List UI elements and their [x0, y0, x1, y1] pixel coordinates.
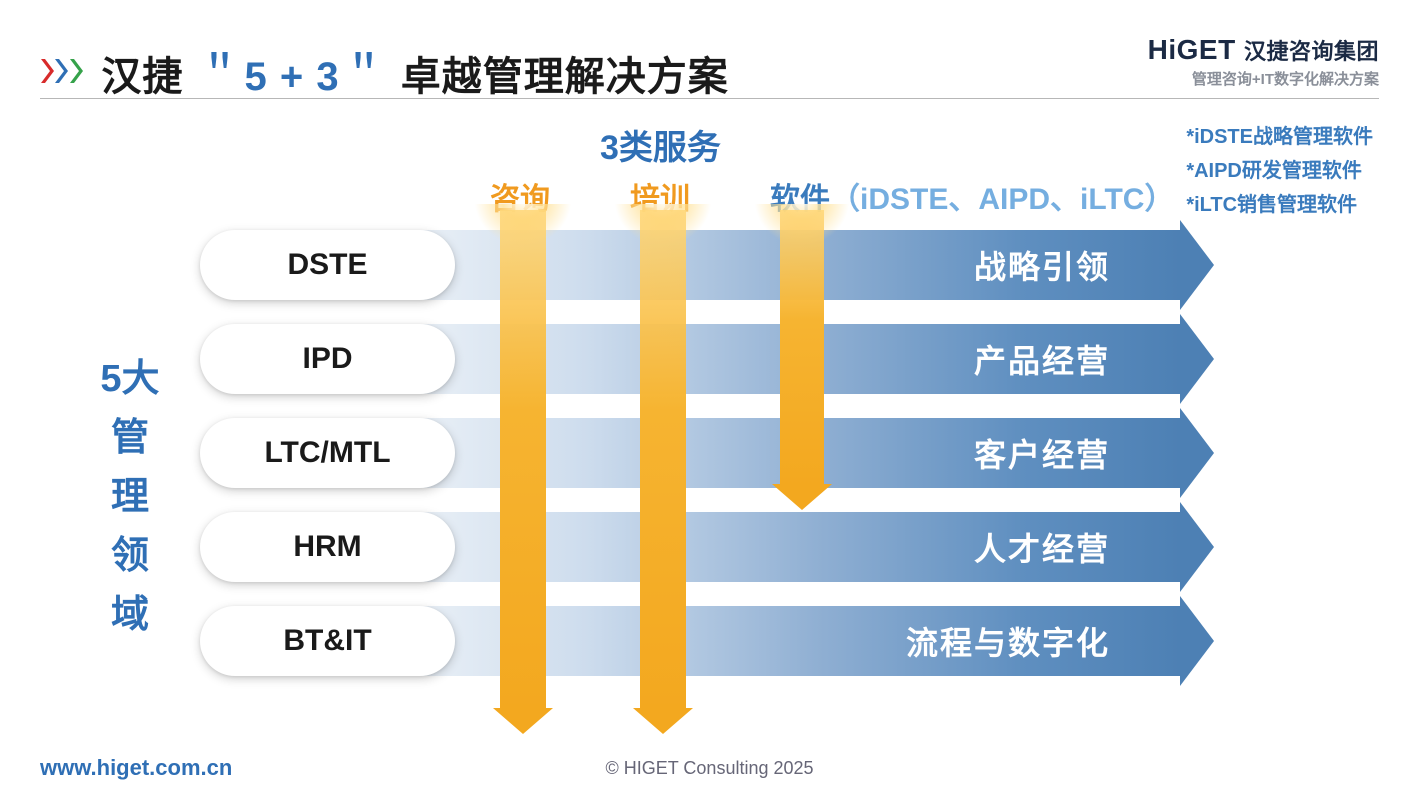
row-arrow-label: 客户经营 — [974, 418, 1110, 488]
domain-row: BT&IT 流程与数字化 — [200, 606, 1180, 676]
note-line: *iDSTE战略管理软件 — [1186, 120, 1373, 154]
domain-pill: HRM — [200, 512, 455, 582]
chevron-logo — [40, 59, 79, 88]
brand-block: HiGET 汉捷咨询集团 管理咨询+IT数字化解决方案 — [1148, 34, 1379, 89]
note-line: *iLTC销售管理软件 — [1186, 188, 1373, 222]
service-item-suffix: （iDSTE、AIPD、iLTC） — [830, 183, 1174, 216]
chevron-icon — [40, 59, 54, 83]
domain-row: HRM 人才经营 — [200, 512, 1180, 582]
chevron-icon — [69, 59, 83, 83]
footer-url: www.higet.com.cn — [40, 755, 232, 781]
service-vertical-arrow — [780, 210, 824, 510]
brand-tagline: 管理咨询+IT数字化解决方案 — [1148, 68, 1379, 89]
domain-row: LTC/MTL 客户经营 — [200, 418, 1180, 488]
brand-name-cn: 汉捷咨询集团 — [1244, 39, 1379, 64]
domain-row: DSTE 战略引领 — [200, 230, 1180, 300]
row-arrow-label: 战略引领 — [974, 230, 1110, 300]
footer-copyright: © HIGET Consulting 2025 — [605, 758, 813, 779]
domain-pill: BT&IT — [200, 606, 455, 676]
slide-footer: www.higet.com.cn © HIGET Consulting 2025 — [40, 755, 1379, 781]
diagram-stage: DSTE 战略引领 IPD 产品经营 LTC/MTL 客户经营 HRM 人才经营 BT&IT 流程… — [200, 230, 1180, 700]
software-notes: *iDSTE战略管理软件*AIPD研发管理软件*iLTC销售管理软件 — [1186, 120, 1373, 222]
domain-pill: DSTE — [200, 230, 455, 300]
row-arrow-label: 产品经营 — [974, 324, 1110, 394]
header-divider — [40, 98, 1379, 99]
service-vertical-arrow — [500, 210, 546, 734]
domain-pill: IPD — [200, 324, 455, 394]
services-title: 3类服务 — [600, 120, 721, 169]
service-vertical-arrow — [640, 210, 686, 734]
note-line: *AIPD研发管理软件 — [1186, 154, 1373, 188]
row-arrow-label: 流程与数字化 — [906, 606, 1110, 676]
domain-row: IPD 产品经营 — [200, 324, 1180, 394]
domain-pill: LTC/MTL — [200, 418, 455, 488]
chevron-icon — [54, 59, 68, 83]
brand-logo-text: HiGET — [1148, 34, 1236, 65]
left-vertical-label: 5大管理领域 — [100, 350, 160, 644]
row-arrow-label: 人才经营 — [974, 512, 1110, 582]
